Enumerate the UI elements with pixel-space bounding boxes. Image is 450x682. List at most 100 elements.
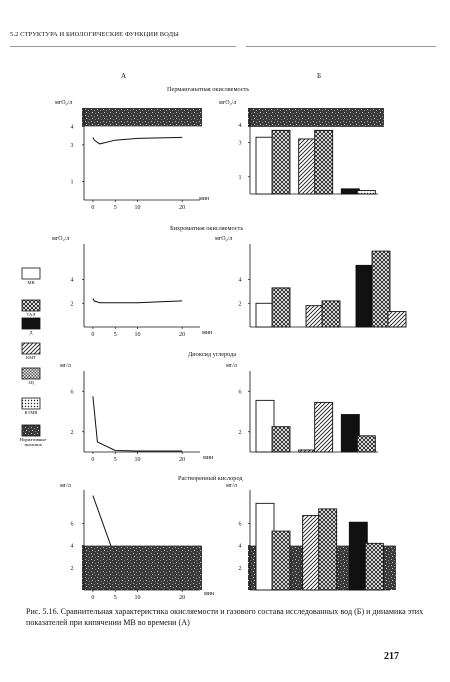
bar-b0-g1-tal xyxy=(314,129,334,195)
legend-label-d: Д xyxy=(29,330,33,335)
bar-b1-g0-mv xyxy=(255,302,275,328)
bar-b1-g2-tal xyxy=(371,250,391,328)
norm-band-b0 xyxy=(248,108,384,127)
x-tick-label-a1-3: 20 xyxy=(179,332,185,338)
bar-b0-g2-d xyxy=(340,188,360,195)
y-tick-label-a0-1: 3 xyxy=(71,143,74,149)
y-tick-label-a0-2: 4 xyxy=(71,124,74,130)
y-tick-label-a2-0: 2 xyxy=(71,430,74,436)
y-tick-label-a3-1: 4 xyxy=(71,544,74,550)
ylabel-a3: мг/л xyxy=(60,363,71,369)
xlabel-a3: мин xyxy=(203,455,214,461)
ylabel-b2: мгО₂/л xyxy=(215,236,233,242)
y-tick-label-a1-0: 2 xyxy=(71,301,74,307)
line-series-a0 xyxy=(92,136,183,145)
bar-b2-g1-kmv xyxy=(314,401,334,453)
x-tick-label-a1-2: 10 xyxy=(135,332,141,338)
bar-b1-g2-d xyxy=(355,264,375,328)
bar-b2-g0-tal xyxy=(271,426,291,453)
header-rule xyxy=(10,46,236,47)
ylabel-a1: мгО₂/л xyxy=(55,100,73,106)
legend-swatch-ktmv xyxy=(21,397,41,410)
bar-b0-g1-kmv xyxy=(298,138,318,195)
y-tick-label-a2-1: 6 xyxy=(71,389,74,395)
norm-band-a0 xyxy=(82,108,202,127)
bar-b1-g1-tal xyxy=(321,300,341,328)
legend-swatch-norm xyxy=(21,424,41,437)
bar-b1-g0-tal xyxy=(271,287,291,328)
x-tick-label-a3-2: 10 xyxy=(135,595,141,601)
ylabel-b4: мг/л xyxy=(226,483,237,489)
section-title-permanganate: Перманганатная окисляемость xyxy=(167,86,250,93)
y-tick-label-b1-0: 2 xyxy=(239,301,242,307)
ylabel-a4: мг/л xyxy=(60,483,71,489)
y-tick-label-b3-1: 4 xyxy=(239,544,242,550)
y-tick-label-b2-1: 6 xyxy=(239,389,242,395)
xlabel-a2: мин xyxy=(202,330,213,336)
legend-swatch-zu xyxy=(21,367,41,380)
norm-band-a3 xyxy=(82,545,202,590)
y-tick-label-b0-0: 1 xyxy=(239,175,242,181)
y-tick-label-a3-0: 2 xyxy=(71,566,74,572)
bar-b2-g1-kmv_low xyxy=(298,449,318,453)
ylabel-b3: мг/л xyxy=(226,363,237,369)
xlabel-a4: мин xyxy=(204,591,215,597)
x-tick-label-a3-3: 20 xyxy=(179,595,185,601)
line-series-a2 xyxy=(92,396,183,452)
x-tick-label-a3-0: 0 xyxy=(91,595,94,601)
y-tick-label-a0-0: 1 xyxy=(71,180,74,186)
section-title-oxygen: Растворенный кислород xyxy=(178,475,243,482)
y-tick-label-b2-0: 2 xyxy=(239,430,242,436)
y-tick-label-a1-1: 4 xyxy=(71,278,74,284)
legend-label-mv: МВ xyxy=(27,280,35,285)
x-tick-label-a0-1: 5 xyxy=(114,205,117,211)
y-tick-label-b3-0: 2 xyxy=(239,566,242,572)
bar-b3-g1-tal xyxy=(318,508,338,591)
x-tick-label-a2-1: 5 xyxy=(114,457,117,463)
bar-b3-g0-tal xyxy=(271,530,291,591)
line-series-a1 xyxy=(92,298,183,304)
x-tick-label-a0-0: 0 xyxy=(91,205,94,211)
legend-label-tal: ТАЛ xyxy=(26,312,36,317)
x-tick-label-a0-2: 10 xyxy=(135,205,141,211)
y-tick-label-b3-2: 6 xyxy=(239,521,242,527)
y-tick-label-b0-2: 4 xyxy=(239,123,242,129)
line-series-a3 xyxy=(92,495,112,546)
x-tick-label-a2-2: 10 xyxy=(135,457,141,463)
ylabel-a2: мгО₂/л xyxy=(52,236,70,242)
bar-b3-g0-mv xyxy=(255,502,275,591)
x-tick-label-a0-3: 20 xyxy=(179,205,185,211)
bar-b2-g2-tal xyxy=(356,435,376,453)
y-tick-label-b1-1: 4 xyxy=(239,278,242,284)
header-rule-right xyxy=(246,46,436,47)
section-title-bichromate: Бихроматная окисляемость xyxy=(170,225,244,232)
section-title-co2: Диоксид углерода xyxy=(188,351,237,358)
x-tick-label-a1-0: 0 xyxy=(91,332,94,338)
column-label-b: Б xyxy=(317,72,322,80)
y-tick-label-b0-1: 3 xyxy=(239,140,242,146)
bar-b3-g2-tal xyxy=(364,542,384,591)
bar-b3-g2-d xyxy=(348,521,368,591)
legend-label-zu: ЗЦ xyxy=(28,380,34,385)
bar-b2-g0-mv xyxy=(255,399,275,453)
bar-b0-g2-fine_d xyxy=(356,190,376,195)
legend-label-norm: Нормативные значения xyxy=(19,437,47,447)
x-tick-label-a2-3: 20 xyxy=(179,457,185,463)
legend-swatch-kmv xyxy=(21,342,41,355)
x-tick-label-a3-1: 5 xyxy=(114,595,117,601)
bar-b3-g1-kmv xyxy=(302,515,322,591)
bar-b1-g2-kmv xyxy=(387,311,407,328)
legend-swatch-mv xyxy=(21,267,41,280)
ylabel-b1: мгО₂/л xyxy=(219,100,237,106)
bar-b2-g2-d xyxy=(340,414,360,453)
x-tick-label-a1-1: 5 xyxy=(114,332,117,338)
figure-caption: Рис. 5.16. Сравнительная характеристика … xyxy=(26,607,424,627)
bar-b0-g0-tal xyxy=(271,129,291,195)
x-tick-label-a2-0: 0 xyxy=(91,457,94,463)
xlabel-a1: мин xyxy=(199,196,210,202)
legend-label-kmv: КМТ xyxy=(26,355,36,360)
running-header: 5.2 СТРУКТУРА И БИОЛОГИЧЕСКИЕ ФУНКЦИИ ВО… xyxy=(10,31,179,38)
page-number: 217 xyxy=(384,651,399,662)
legend-swatch-tal xyxy=(21,299,41,312)
